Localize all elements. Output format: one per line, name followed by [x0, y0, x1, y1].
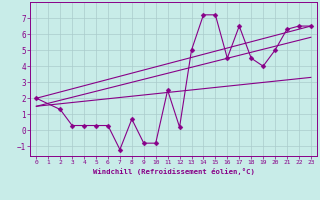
X-axis label: Windchill (Refroidissement éolien,°C): Windchill (Refroidissement éolien,°C): [93, 168, 254, 175]
